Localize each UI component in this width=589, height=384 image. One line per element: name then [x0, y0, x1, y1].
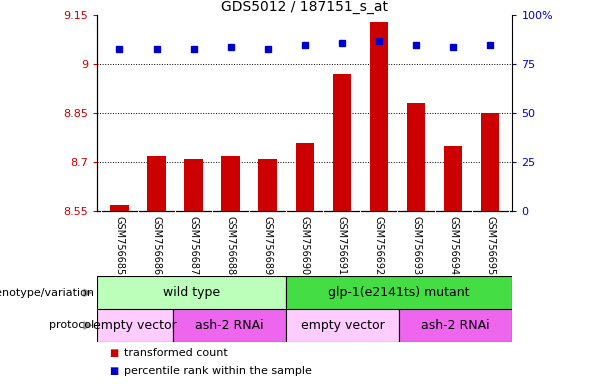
Bar	[184, 159, 203, 211]
Bar	[286, 309, 399, 342]
Text: GSM756691: GSM756691	[337, 217, 347, 276]
Bar	[221, 156, 240, 211]
Bar	[147, 156, 166, 211]
Bar	[286, 276, 512, 309]
Text: GSM756688: GSM756688	[226, 217, 236, 276]
Bar	[173, 309, 286, 342]
Text: ash-2 RNAi: ash-2 RNAi	[422, 319, 490, 332]
Bar	[97, 309, 173, 342]
Text: protocol: protocol	[49, 320, 94, 331]
Text: GSM756687: GSM756687	[188, 217, 198, 276]
Bar	[370, 22, 388, 211]
Bar	[481, 113, 499, 211]
Text: empty vector: empty vector	[300, 319, 385, 332]
Title: GDS5012 / 187151_s_at: GDS5012 / 187151_s_at	[221, 0, 388, 14]
Text: GSM756690: GSM756690	[300, 217, 310, 276]
Text: glp-1(e2141ts) mutant: glp-1(e2141ts) mutant	[329, 286, 470, 299]
Bar	[407, 103, 425, 211]
Text: GSM756693: GSM756693	[411, 217, 421, 276]
Text: ash-2 RNAi: ash-2 RNAi	[195, 319, 264, 332]
Text: ■: ■	[109, 366, 118, 376]
Text: GSM756695: GSM756695	[485, 217, 495, 276]
Bar	[97, 276, 286, 309]
Text: GSM756685: GSM756685	[114, 217, 124, 276]
Bar	[259, 159, 277, 211]
Text: GSM756689: GSM756689	[263, 217, 273, 276]
Bar	[399, 309, 512, 342]
Bar	[110, 205, 129, 211]
Text: genotype/variation: genotype/variation	[0, 288, 94, 298]
Bar	[296, 142, 314, 211]
Text: wild type: wild type	[163, 286, 220, 299]
Text: GSM756686: GSM756686	[151, 217, 161, 276]
Text: transformed count: transformed count	[124, 348, 227, 358]
Text: GSM756694: GSM756694	[448, 217, 458, 276]
Bar	[444, 146, 462, 211]
Text: GSM756692: GSM756692	[374, 217, 384, 276]
Text: empty vector: empty vector	[93, 319, 177, 332]
Text: ■: ■	[109, 348, 118, 358]
Text: percentile rank within the sample: percentile rank within the sample	[124, 366, 312, 376]
Bar	[333, 74, 351, 211]
